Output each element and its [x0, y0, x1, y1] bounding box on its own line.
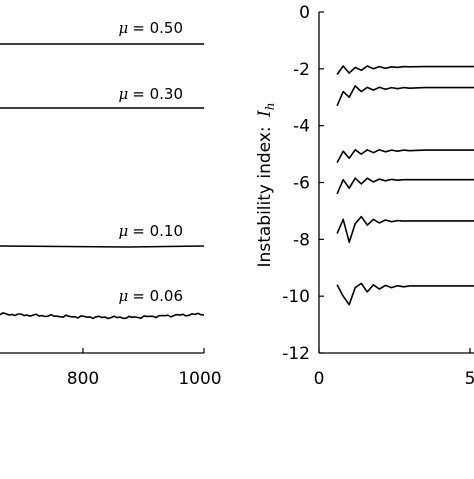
right-y-ticks: 0 -2 -4 -6 -8 -10 -12 [282, 3, 324, 364]
right-series-group [336, 65, 474, 306]
right-series-line [336, 149, 474, 163]
right-x-tick-label: 5 [465, 369, 474, 389]
mu-symbol: μ [119, 287, 129, 305]
mu-value: = 0.06 [132, 287, 183, 305]
right-y-tick-label: -4 [293, 117, 310, 137]
mu-annotation-0: μ = 0.50 [119, 19, 184, 37]
left-x-ticks: 800 1000 [67, 348, 222, 389]
mu-annotation-3: μ = 0.06 [119, 287, 184, 305]
right-series-line [336, 177, 474, 195]
mu-annotation-2: μ = 0.10 [119, 222, 184, 240]
right-y-tick-label: -12 [282, 344, 310, 364]
mu-symbol: μ [119, 222, 129, 240]
right-series-line [336, 85, 474, 107]
right-y-tick-label: -8 [293, 230, 310, 250]
ylabel-text: Instability index: [255, 126, 275, 267]
mu-annotation-1: μ = 0.30 [119, 85, 184, 103]
right-y-tick-label: -6 [293, 174, 310, 194]
left-annotations-group: μ = 0.50μ = 0.30μ = 0.10μ = 0.06 [119, 19, 184, 305]
left-series-line [0, 312, 205, 320]
right-series-line [336, 215, 474, 243]
right-series-line [336, 65, 474, 75]
mu-value: = 0.30 [132, 85, 183, 103]
right-y-tick-label: 0 [299, 3, 310, 23]
mu-value: = 0.10 [132, 222, 183, 240]
ylabel-subscript: h [263, 103, 277, 111]
right-y-tick-label: -10 [282, 287, 310, 307]
mu-symbol: μ [119, 19, 129, 37]
left-x-tick-label: 800 [67, 369, 99, 389]
mu-symbol: μ [119, 85, 129, 103]
left-chart-panel: μ = 0.50μ = 0.30μ = 0.10μ = 0.06 800 1000 [0, 19, 222, 389]
mu-value: = 0.50 [132, 19, 183, 37]
left-x-tick-label: 1000 [178, 369, 221, 389]
right-y-tick-label: -2 [293, 60, 310, 80]
left-series-group [0, 43, 205, 320]
ylabel-symbol: I [255, 110, 275, 118]
left-series-line [0, 245, 205, 248]
right-y-axis-label: Instability index: Ih [255, 103, 277, 268]
right-series-line [336, 282, 474, 306]
right-x-tick-label: 0 [314, 369, 325, 389]
